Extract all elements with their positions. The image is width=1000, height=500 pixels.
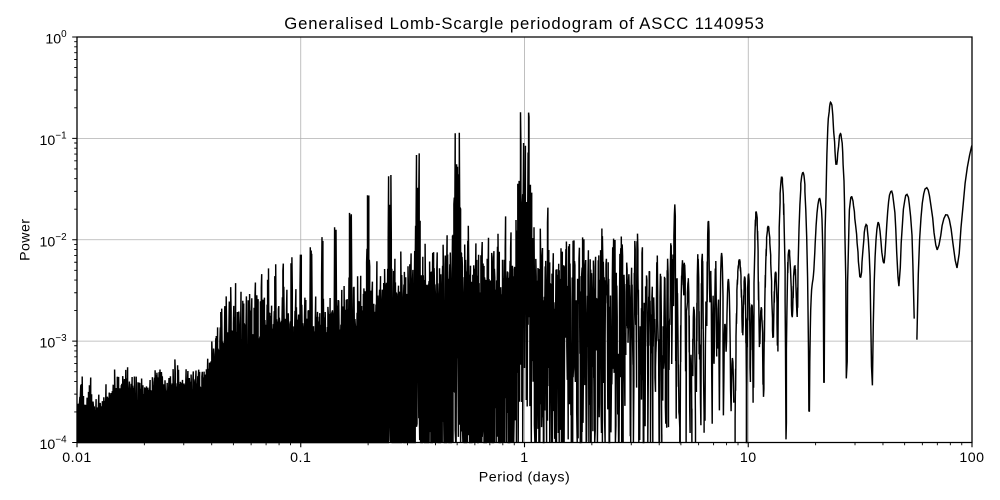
svg-text:Generalised Lomb-Scargle perio: Generalised Lomb-Scargle periodogram of … (284, 14, 765, 33)
svg-text:Period (days): Period (days) (479, 470, 571, 486)
svg-text:0.1: 0.1 (290, 450, 311, 466)
svg-text:Power: Power (18, 219, 34, 261)
svg-text:1: 1 (520, 450, 528, 466)
svg-text:10: 10 (740, 450, 757, 466)
svg-text:0.01: 0.01 (62, 450, 92, 466)
svg-text:100: 100 (959, 450, 984, 466)
